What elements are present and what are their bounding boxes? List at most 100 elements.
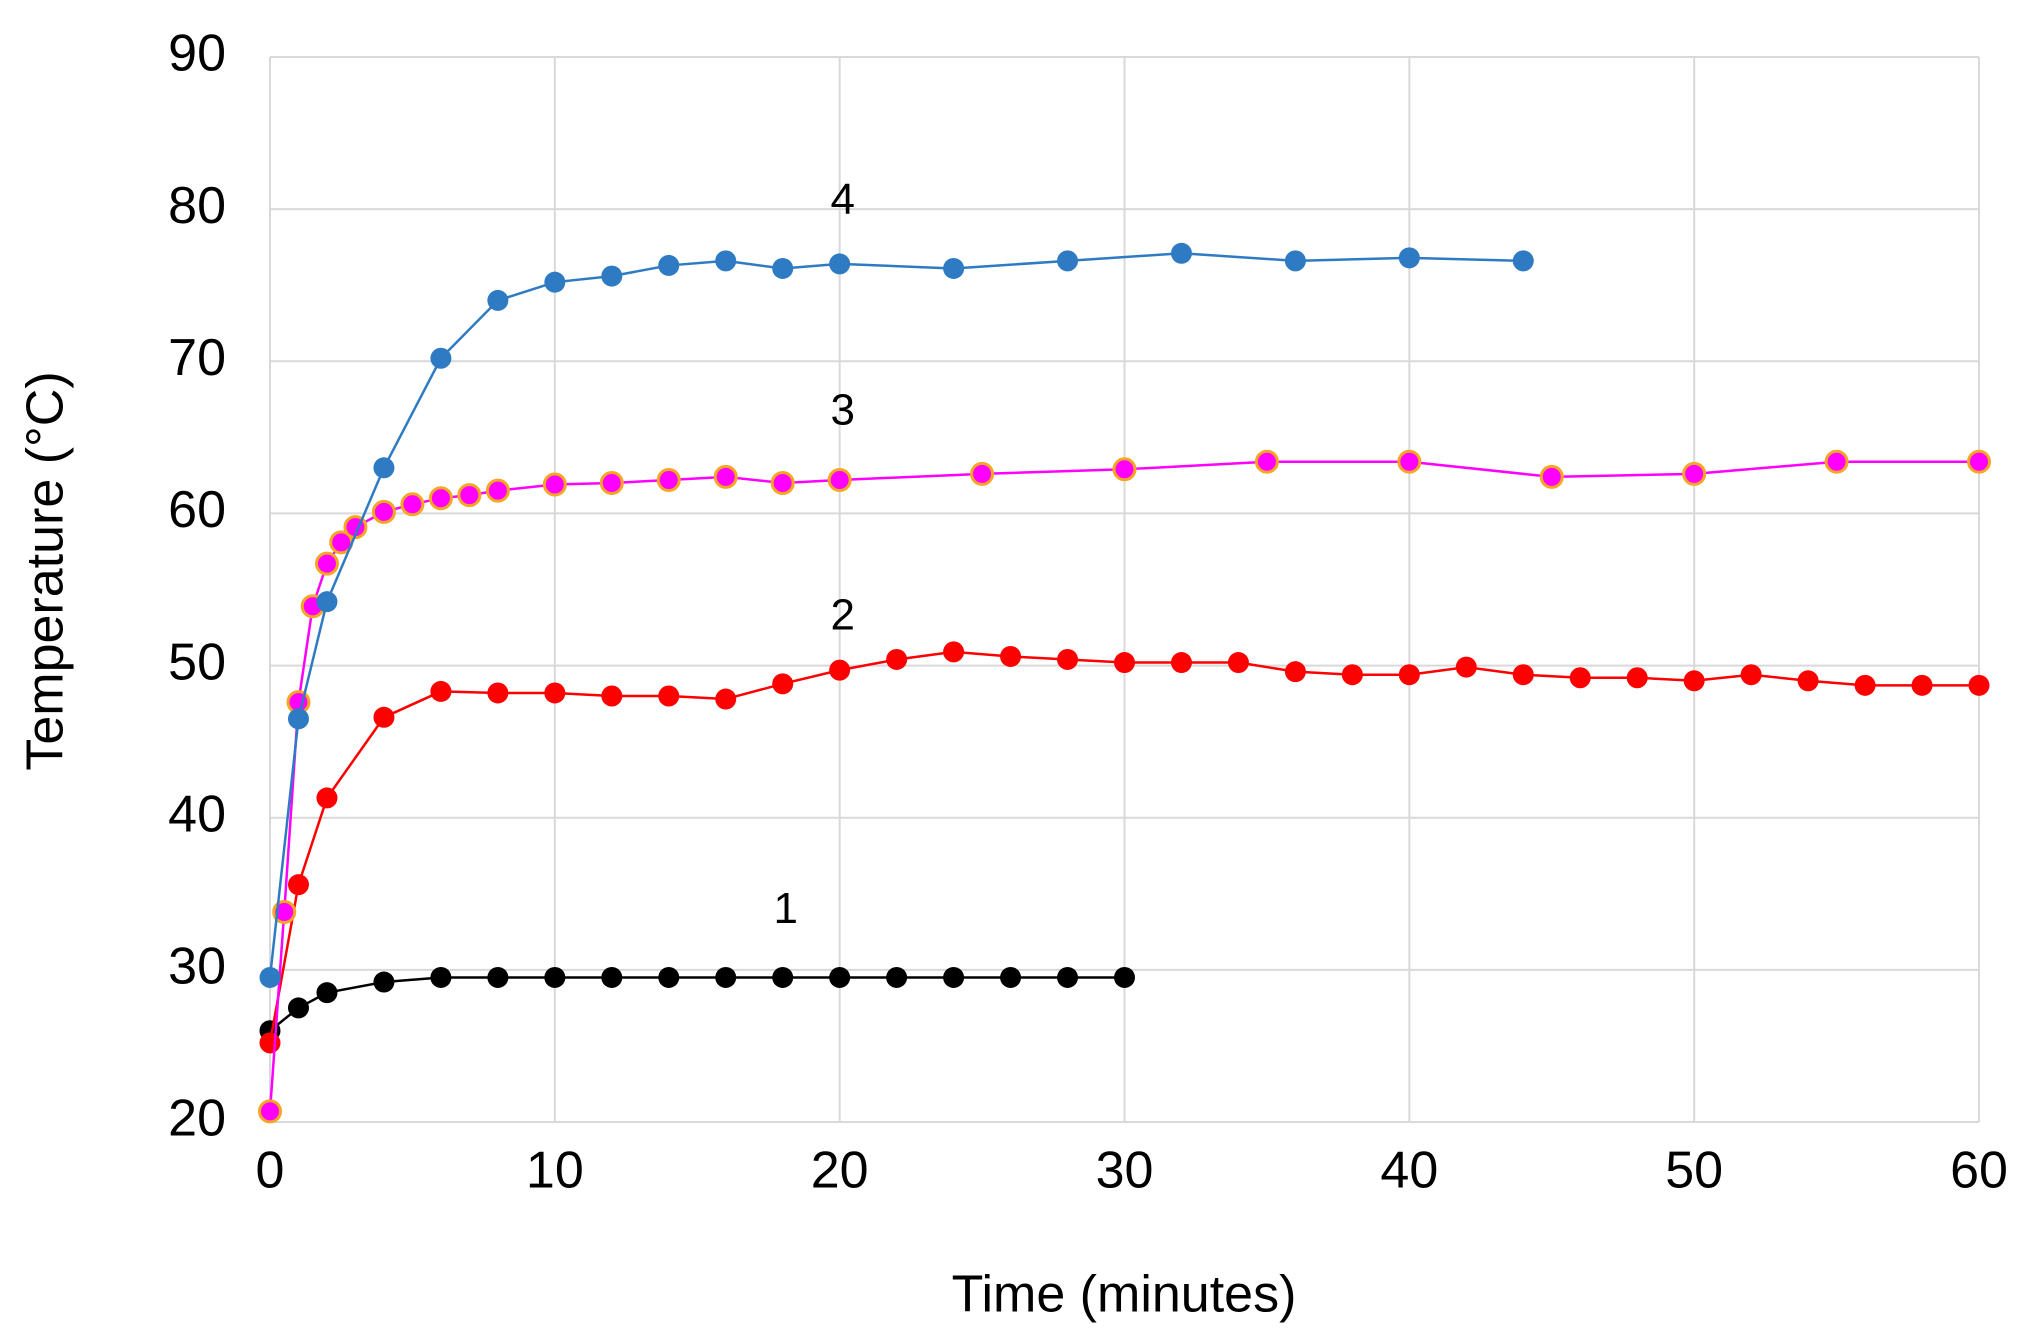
- data-point: [316, 591, 338, 613]
- data-point: [1341, 664, 1363, 686]
- data-point: [371, 499, 396, 524]
- data-point: [287, 874, 309, 896]
- data-point: [1512, 250, 1534, 272]
- data-point: [829, 966, 851, 988]
- data-point: [316, 982, 338, 1004]
- x-tick-label: 40: [1380, 1142, 1438, 1200]
- x-tick-label: 50: [1665, 1142, 1723, 1200]
- x-tick-label: 20: [811, 1142, 869, 1200]
- data-point: [542, 472, 567, 497]
- data-point: [1626, 667, 1648, 689]
- series-label: 1: [773, 884, 797, 933]
- data-point: [1398, 664, 1420, 686]
- data-point: [970, 461, 995, 486]
- data-point: [829, 659, 851, 681]
- data-point: [1000, 645, 1022, 667]
- data-point: [1057, 250, 1079, 272]
- series-line: [268, 252, 1524, 978]
- data-point: [258, 1099, 282, 1124]
- data-point: [430, 680, 452, 702]
- data-point: [428, 486, 453, 511]
- series-label: 2: [830, 590, 854, 639]
- series-label: 4: [830, 175, 854, 224]
- data-point: [1000, 966, 1022, 988]
- data-point: [1057, 648, 1079, 670]
- data-point: [316, 787, 338, 809]
- data-point: [601, 966, 623, 988]
- data-point: [373, 457, 395, 479]
- y-tick-label: 70: [168, 329, 226, 387]
- data-point: [430, 966, 452, 988]
- data-point: [829, 253, 851, 275]
- data-point: [1824, 449, 1849, 474]
- x-axis-title: Time (minutes): [952, 1266, 1297, 1324]
- data-point: [772, 257, 794, 279]
- data-point: [827, 467, 852, 492]
- x-tick-label: 10: [526, 1142, 584, 1200]
- y-tick-label: 30: [168, 938, 226, 996]
- data-point: [713, 464, 738, 489]
- data-point: [314, 551, 339, 576]
- data-point: [1539, 464, 1564, 489]
- y-tick-label: 90: [168, 25, 226, 83]
- data-point: [658, 254, 680, 276]
- data-point: [715, 250, 737, 272]
- data-point: [373, 706, 395, 728]
- data-point: [487, 966, 509, 988]
- data-point: [259, 966, 281, 988]
- data-point: [457, 483, 482, 508]
- data-point: [1911, 674, 1933, 696]
- data-point: [943, 966, 965, 988]
- y-tick-label: 40: [168, 785, 226, 843]
- x-tick-label: 60: [1950, 1142, 2008, 1200]
- data-point: [658, 685, 680, 707]
- data-point: [1114, 652, 1135, 674]
- data-point: [1569, 667, 1591, 689]
- data-point: [601, 685, 623, 707]
- data-point: [544, 271, 566, 293]
- data-point: [1854, 674, 1876, 696]
- data-point: [487, 289, 509, 311]
- data-point: [1397, 449, 1422, 474]
- series-line: [269, 976, 1125, 1032]
- y-tick-label: 50: [168, 633, 226, 691]
- data-point: [599, 471, 624, 495]
- y-tick-label: 80: [168, 177, 226, 235]
- series-label: 3: [830, 386, 854, 435]
- data-point: [715, 966, 737, 988]
- y-axis-title: Temperature (°C): [17, 371, 75, 770]
- data-point: [1398, 247, 1420, 269]
- data-point: [400, 492, 425, 517]
- y-tick-label: 60: [168, 481, 226, 539]
- data-point: [259, 1032, 281, 1054]
- data-point: [287, 708, 309, 730]
- data-point: [1227, 652, 1249, 674]
- x-tick-label: 0: [256, 1142, 285, 1200]
- data-point: [1968, 674, 1990, 696]
- data-point: [1170, 242, 1192, 264]
- data-point: [373, 971, 395, 993]
- data-point: [1254, 449, 1279, 474]
- data-point: [1284, 661, 1306, 683]
- data-point: [943, 641, 965, 663]
- y-tick-label: 20: [168, 1090, 226, 1148]
- data-point: [1057, 966, 1079, 988]
- data-point: [430, 347, 452, 369]
- data-point: [886, 966, 908, 988]
- x-tick-label: 30: [1096, 1142, 1154, 1200]
- data-point: [886, 648, 908, 670]
- data-point: [544, 682, 566, 704]
- data-point: [943, 257, 965, 279]
- data-point: [487, 682, 509, 704]
- data-point: [656, 467, 681, 492]
- data-point: [658, 966, 680, 988]
- data-point: [1967, 449, 1991, 474]
- data-point: [287, 997, 309, 1019]
- data-point: [601, 265, 623, 287]
- data-point: [1512, 664, 1534, 686]
- data-point: [1683, 670, 1705, 692]
- data-point: [1170, 652, 1192, 674]
- data-point: [715, 688, 737, 710]
- data-point: [544, 966, 566, 988]
